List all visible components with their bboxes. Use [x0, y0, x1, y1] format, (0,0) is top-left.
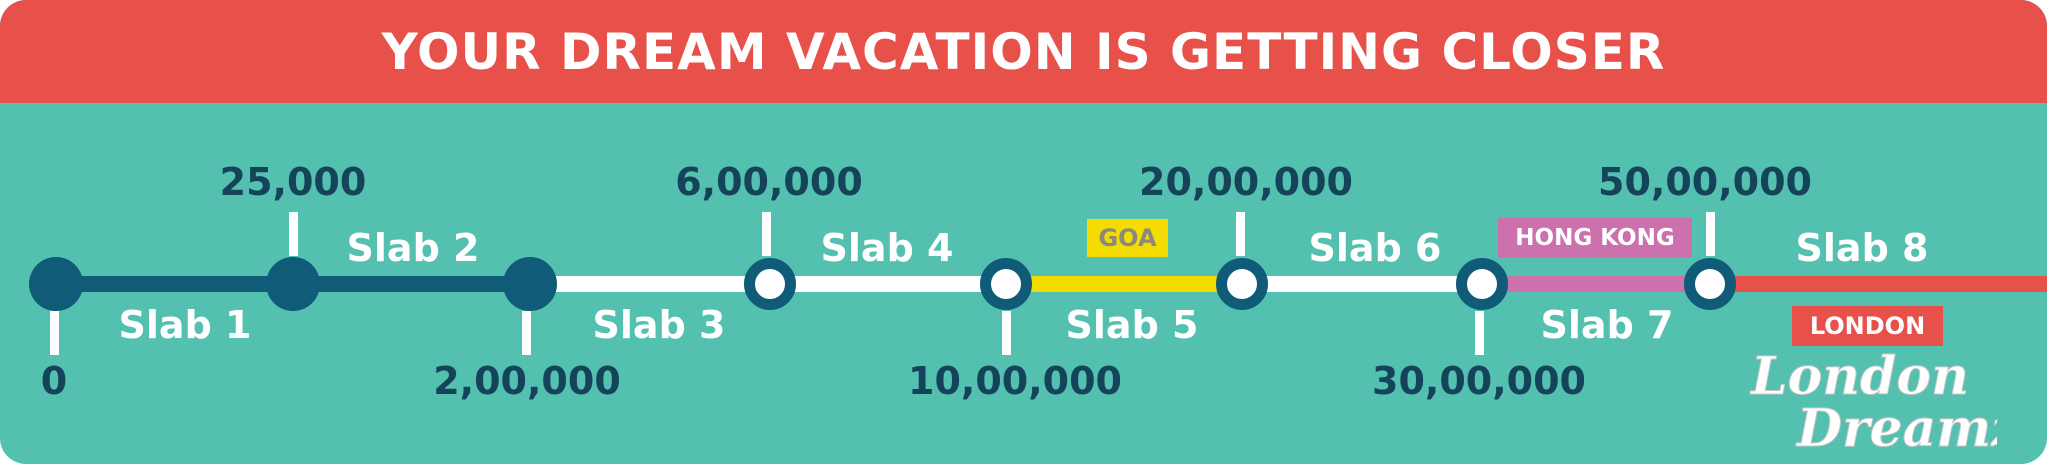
track-segment-slab-8 [1710, 276, 2047, 292]
tick-1000000 [1002, 311, 1011, 355]
banner-title: YOUR DREAM VACATION IS GETTING CLOSER [381, 22, 1666, 81]
milestone-node-5000000 [1684, 258, 1736, 310]
track-segment-slab-1 [55, 276, 293, 292]
milestone-node-200000 [503, 257, 557, 311]
london-dreamz-logo: London Dreamz [1749, 346, 1998, 455]
milestone-amount-0: 0 [40, 359, 68, 403]
milestone-node-1000000 [980, 258, 1032, 310]
milestone-amount-25000: 25,000 [219, 160, 367, 204]
destination-tag-hong-kong: HONG KONG [1498, 218, 1692, 258]
logo-line-2: Dreamz [1795, 398, 1997, 454]
milestone-amount-5000000: 50,00,000 [1598, 160, 1812, 204]
milestone-amount-200000: 2,00,000 [433, 359, 621, 403]
track-segment-slab-5 [1006, 276, 1242, 292]
slab-label-6: Slab 6 [1308, 226, 1442, 270]
milestone-node-2000000 [1216, 258, 1268, 310]
milestone-amount-600000: 6,00,000 [675, 160, 863, 204]
tick-2000000 [1236, 212, 1245, 256]
milestone-amount-1000000: 10,00,000 [908, 359, 1122, 403]
milestone-node-3000000 [1456, 258, 1508, 310]
milestone-node-0 [29, 257, 83, 311]
tick-25000 [289, 212, 298, 256]
track-segment-slab-3 [530, 276, 770, 292]
milestone-amount-3000000: 30,00,000 [1372, 359, 1586, 403]
slab-label-7: Slab 7 [1540, 303, 1674, 347]
track-segment-slab-4 [770, 276, 1006, 292]
track-segment-slab-7 [1482, 276, 1710, 292]
tick-600000 [762, 212, 771, 256]
track-segment-slab-2 [293, 276, 530, 292]
slab-label-3: Slab 3 [592, 303, 726, 347]
tick-200000 [522, 311, 531, 355]
title-banner: YOUR DREAM VACATION IS GETTING CLOSER [0, 0, 2047, 103]
milestone-node-25000 [266, 257, 320, 311]
logo-line-1: London [1749, 346, 1969, 407]
milestone-amount-2000000: 20,00,000 [1139, 160, 1353, 204]
slab-label-1: Slab 1 [118, 303, 252, 347]
milestone-node-600000 [744, 258, 796, 310]
tick-5000000 [1706, 212, 1715, 256]
slab-label-5: Slab 5 [1065, 303, 1199, 347]
slab-label-2: Slab 2 [346, 226, 480, 270]
tick-0 [50, 311, 59, 355]
tick-3000000 [1475, 311, 1484, 355]
slab-label-8: Slab 8 [1795, 226, 1929, 270]
destination-tag-goa: GOA [1087, 219, 1168, 257]
track-segment-slab-6 [1242, 276, 1482, 292]
slab-label-4: Slab 4 [820, 226, 954, 270]
destination-tag-london: LONDON [1792, 306, 1943, 346]
